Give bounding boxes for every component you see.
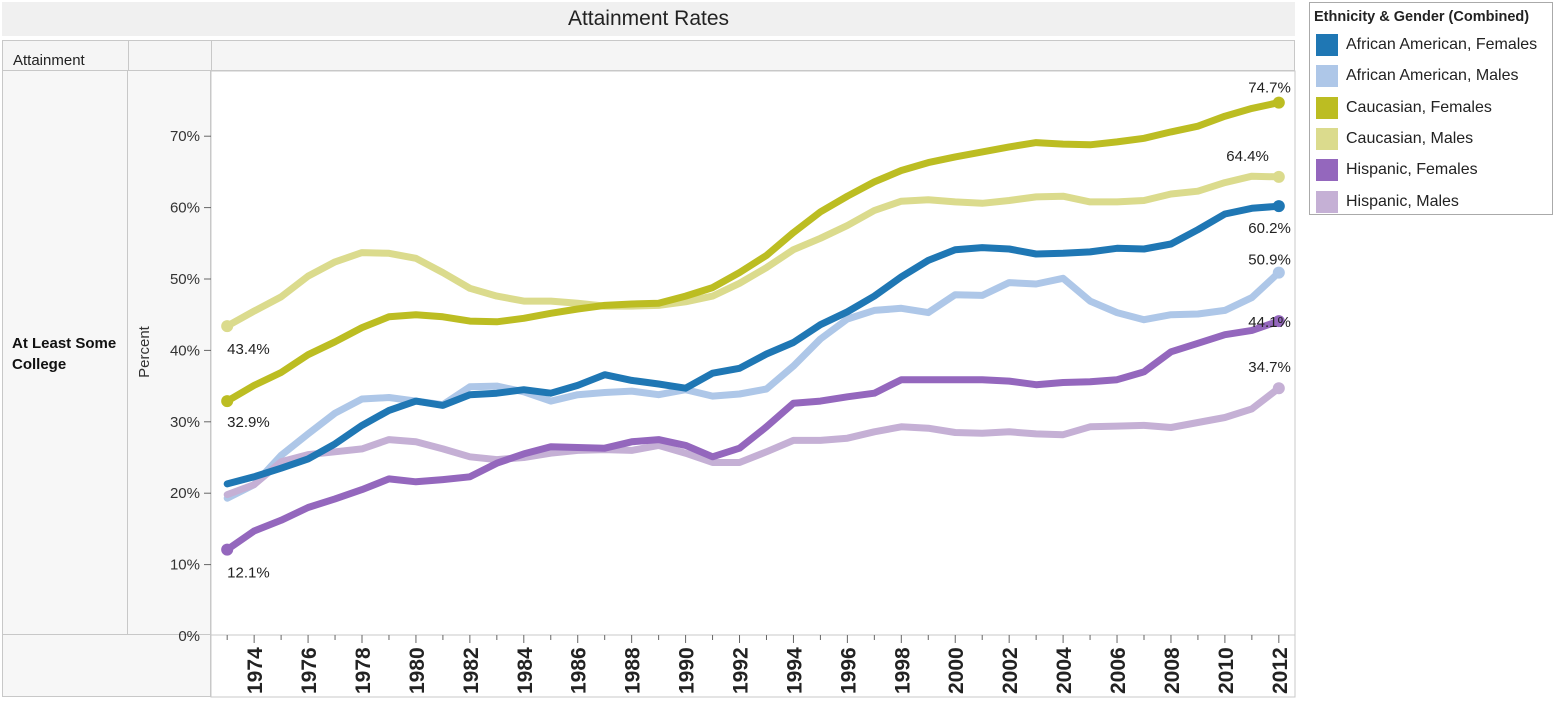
series-line [223, 172, 1283, 330]
x-tick-label: 1990 [676, 647, 699, 694]
x-tick-label: 1986 [568, 647, 591, 694]
x-axis-band [210, 634, 1296, 698]
x-tick-label: 2006 [1107, 647, 1130, 694]
x-tick-label: 1984 [514, 647, 537, 694]
legend-label: Hispanic, Males [1346, 192, 1459, 210]
legend-label: Hispanic, Females [1346, 161, 1478, 179]
x-tick-label: 1974 [244, 647, 267, 694]
end-data-label: 50.9% [1248, 252, 1291, 269]
legend-item[interactable]: Hispanic, Males [1316, 190, 1459, 214]
end-point [1272, 382, 1285, 395]
legend-label: African American, Females [1346, 36, 1538, 53]
y-tick-label: 10% [170, 557, 200, 574]
x-tick-label: 1978 [352, 647, 375, 694]
x-tick-label: 2012 [1269, 647, 1292, 694]
y-tick-label: 40% [170, 342, 200, 359]
end-point [1272, 170, 1285, 183]
series-line [223, 317, 1283, 554]
x-tick-label: 2000 [945, 647, 968, 694]
chart-title: Attainment Rates [2, 2, 1295, 36]
legend-swatch [1316, 190, 1338, 213]
legend-swatch [1316, 34, 1338, 56]
y-tick-label: 70% [170, 128, 200, 145]
y-axis-title: Percent [136, 325, 153, 378]
end-data-label: 44.1% [1248, 314, 1291, 331]
attainment-header: Attainment [13, 52, 85, 69]
x-tick-label: 1996 [837, 647, 860, 694]
y-tick-label: 50% [170, 271, 200, 288]
bottom-left-corner [2, 635, 211, 697]
legend-swatch [1316, 65, 1338, 88]
x-tick-label: 2002 [999, 647, 1022, 694]
series-line [223, 99, 1283, 405]
x-tick-label: 1980 [406, 647, 429, 694]
x-tick-label: 1992 [730, 647, 753, 694]
start-data-label: 43.4% [227, 341, 270, 358]
y-tick-label: 20% [170, 485, 200, 502]
end-point [1272, 200, 1285, 213]
series-line [223, 202, 1283, 488]
series-line [223, 269, 1283, 502]
y-tick-label: 60% [170, 200, 200, 217]
legend: Ethnicity & Gender (Combined) African Am… [1309, 2, 1553, 215]
series-line [223, 384, 1283, 499]
start-data-label: 12.1% [227, 565, 270, 582]
end-point [1272, 315, 1285, 328]
start-data-label: 32.9% [227, 414, 270, 431]
legend-label: Caucasian, Females [1346, 98, 1492, 116]
row-label-pane: At Least Some College [2, 71, 128, 635]
header-cell-attainment [3, 41, 129, 70]
legend-label: African American, Males [1346, 67, 1519, 85]
end-data-label: 74.7% [1248, 80, 1291, 97]
x-tick-label: 1976 [298, 647, 321, 694]
start-point [221, 543, 234, 556]
end-point [1272, 96, 1285, 109]
header-cell-axis [129, 41, 212, 70]
legend-swatch [1316, 159, 1338, 182]
end-point [1272, 266, 1285, 279]
x-tick-label: 1994 [783, 647, 806, 694]
legend-item[interactable]: Caucasian, Females [1316, 96, 1492, 120]
start-point [221, 320, 234, 333]
end-data-label: 64.4% [1226, 148, 1269, 165]
legend-swatch [1316, 96, 1338, 119]
legend-swatch [1316, 127, 1338, 150]
y-tick-label: 0% [178, 628, 200, 645]
legend-item[interactable]: African American, Males [1316, 64, 1519, 88]
legend-item[interactable]: Hispanic, Females [1316, 158, 1478, 182]
x-tick-label: 1982 [460, 647, 483, 694]
end-data-label: 60.2% [1248, 220, 1291, 237]
x-tick-label: 2004 [1053, 647, 1076, 694]
legend-item[interactable]: African American, Females [1316, 33, 1537, 57]
row-label: At Least Some College [12, 335, 117, 373]
plot-area [210, 70, 1296, 636]
x-tick-label: 2008 [1161, 647, 1184, 694]
legend-label: Caucasian, Males [1346, 129, 1474, 147]
start-point [221, 395, 234, 408]
legend-item[interactable]: Caucasian, Males [1316, 127, 1473, 151]
x-tick-label: 1988 [622, 647, 645, 694]
x-tick-label: 1998 [891, 647, 914, 694]
legend-title: Ethnicity & Gender (Combined) [1314, 9, 1530, 25]
y-tick-label: 30% [170, 414, 200, 431]
end-data-label: 34.7% [1248, 359, 1291, 376]
x-tick-label: 2010 [1215, 647, 1238, 694]
